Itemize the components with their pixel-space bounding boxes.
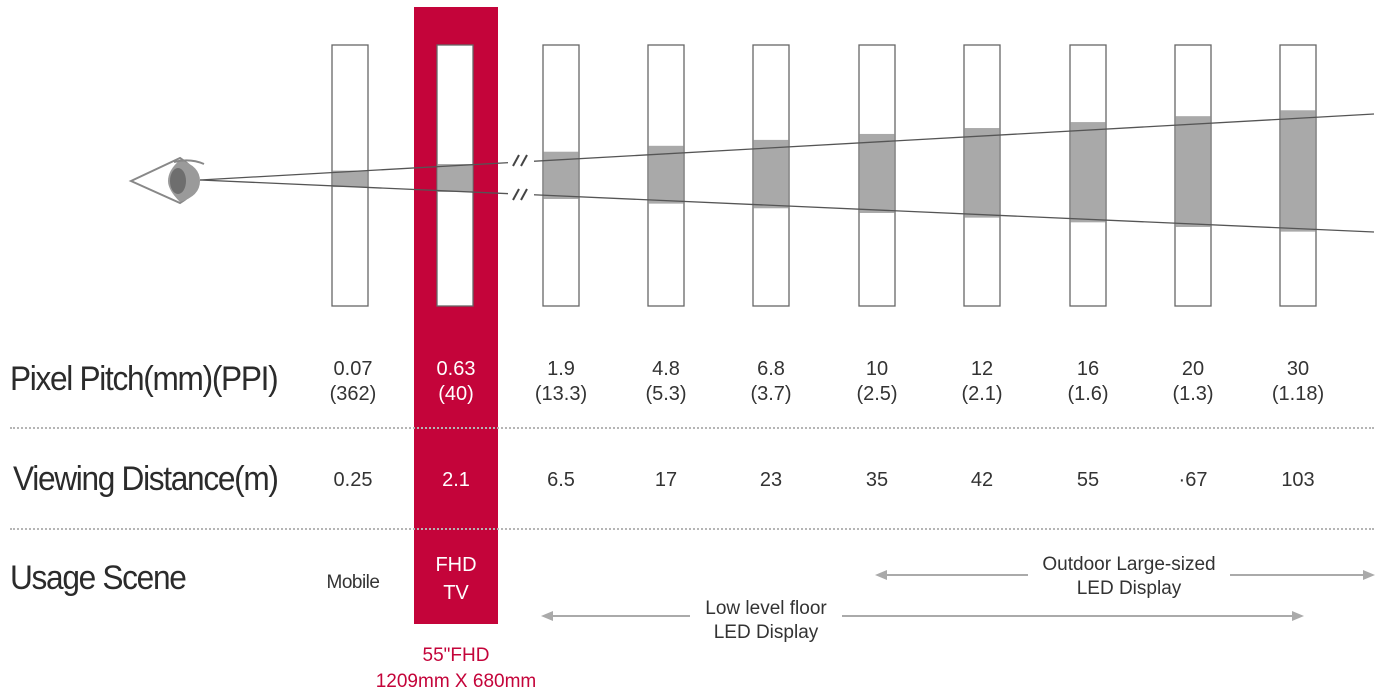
eye-icon: [128, 156, 205, 205]
sight-band: [1175, 116, 1211, 227]
pitch-cell: 1.9 (13.3): [534, 358, 588, 405]
distance-cell: 35: [865, 469, 889, 491]
sight-line: [199, 113, 1375, 181]
distance-cell: 42: [970, 469, 994, 491]
distance-cell: 17: [654, 469, 678, 491]
distance-cell: 103: [1281, 469, 1315, 491]
pitch-cell: 10 (2.5): [856, 358, 898, 405]
pixel-pitch-label: Pixel Pitch(mm)(PPI): [10, 360, 279, 398]
pitch-cell: 4.8 (5.3): [645, 358, 687, 405]
distance-cell: 23: [759, 469, 783, 491]
pitch-cell: 16 (1.6): [1067, 358, 1109, 405]
sight-band: [332, 170, 368, 188]
distance-cell-highlight: 2.1: [442, 469, 470, 491]
sight-band: [964, 128, 1000, 218]
double-slash-break-icon: [508, 152, 534, 202]
sight-lines: [199, 113, 1375, 233]
low-floor-range-arrow: [541, 611, 1304, 621]
outdoor-led-label: Outdoor Large-sized LED Display: [1028, 553, 1230, 601]
pitch-cell: 20 (1.3): [1172, 358, 1214, 405]
sight-band: [1280, 110, 1316, 232]
pitch-cell: 0.07 (362): [329, 358, 377, 405]
sight-band: [753, 139, 789, 209]
pitch-cell-highlight: 0.63 (40): [436, 358, 476, 405]
usage-mobile: Mobile: [326, 572, 380, 593]
distance-cell: 0.25: [333, 469, 373, 491]
low-floor-led-label: Low level floor LED Display: [690, 597, 842, 645]
pitch-cell: 6.8 (3.7): [750, 358, 792, 405]
usage-scene-label: Usage Scene: [10, 559, 187, 597]
sight-band: [437, 164, 473, 192]
viewing-distance-label: Viewing Distance(m): [13, 460, 279, 498]
fhd-size-caption: 55"FHD 1209mm X 680mm: [375, 645, 537, 692]
distance-cell: ·67: [1178, 469, 1208, 491]
sight-band: [859, 133, 895, 213]
pitch-cell: 30 (1.18): [1271, 358, 1325, 405]
sight-line: [199, 179, 1375, 233]
sight-band: [1070, 122, 1106, 223]
distance-cell: 55: [1076, 469, 1100, 491]
usage-fhd-tv: FHD TV: [435, 554, 477, 604]
sight-band: [648, 145, 684, 204]
pitch-cell: 12 (2.1): [961, 358, 1003, 405]
row-divider: [10, 427, 1374, 429]
row-divider: [10, 528, 1374, 530]
distance-cell: 6.5: [547, 469, 575, 491]
